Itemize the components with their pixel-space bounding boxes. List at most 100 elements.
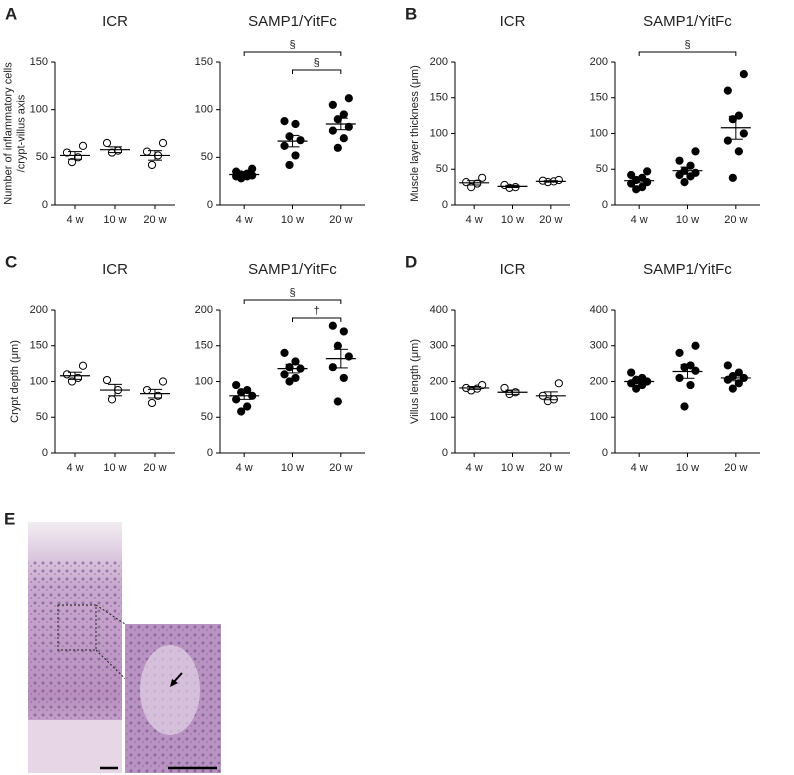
panel-label: D	[405, 252, 417, 271]
x-tick-label: 4 w	[236, 214, 253, 226]
data-point	[291, 119, 300, 129]
data-point	[78, 361, 88, 370]
y-tick-label: 150	[30, 340, 48, 352]
data-point	[333, 397, 342, 406]
data-point	[243, 402, 252, 411]
y-tick-label: 0	[42, 447, 48, 459]
data-point	[328, 100, 337, 110]
y-tick-label: 50	[201, 411, 213, 423]
data-point	[691, 341, 700, 350]
y-axis-label: Muscle layer thickness (μm)	[409, 65, 421, 202]
data-point	[333, 143, 342, 152]
y-tick-label: 150	[30, 56, 48, 68]
x-tick-label: 4 w	[466, 462, 483, 474]
x-tick-label: 20 w	[724, 214, 747, 226]
y-tick-label: 400	[430, 304, 448, 316]
y-tick-label: 50	[201, 151, 213, 163]
data-point	[291, 357, 300, 366]
data-point	[723, 136, 732, 145]
significance-label: §	[314, 57, 320, 69]
data-point	[344, 94, 353, 103]
x-tick-label: 10 w	[103, 214, 126, 226]
y-tick-label: 150	[195, 340, 213, 352]
data-point	[285, 132, 294, 141]
data-point	[62, 148, 72, 157]
data-point	[734, 379, 743, 388]
y-tick-label: 200	[30, 304, 48, 316]
data-point	[686, 380, 695, 390]
data-point	[147, 398, 157, 408]
y-tick-label: 200	[430, 56, 448, 68]
y-tick-label: 50	[36, 151, 48, 163]
y-tick-label: 0	[207, 199, 213, 211]
x-tick-label: 10 w	[676, 214, 699, 226]
histology-image	[28, 522, 222, 774]
data-point	[237, 407, 246, 416]
data-point	[285, 160, 294, 170]
x-tick-label: 4 w	[631, 462, 648, 474]
data-point	[142, 147, 152, 156]
significance-label: †	[314, 305, 320, 317]
y-axis-label: Number of inflammatory cells	[2, 62, 14, 205]
data-point	[158, 377, 168, 386]
data-point	[344, 122, 353, 131]
x-tick-label: 20 w	[539, 462, 562, 474]
y-tick-label: 150	[195, 56, 213, 68]
panel-label: B	[405, 4, 417, 23]
y-tick-label: 0	[442, 199, 448, 211]
data-point	[328, 363, 337, 372]
data-point	[723, 86, 732, 95]
data-point	[280, 141, 289, 150]
y-tick-label: 50	[36, 411, 48, 423]
y-tick-label: 400	[590, 304, 608, 316]
x-tick-label: 20 w	[724, 462, 747, 474]
data-point	[328, 126, 337, 135]
data-point	[627, 170, 636, 180]
data-point	[291, 151, 300, 160]
x-tick-label: 4 w	[236, 462, 253, 474]
y-tick-label: 0	[442, 447, 448, 459]
data-point	[333, 341, 342, 350]
data-point	[675, 348, 684, 357]
y-tick-label: 50	[436, 163, 448, 175]
data-point	[339, 327, 348, 336]
y-tick-label: 50	[596, 163, 608, 175]
data-point	[686, 361, 695, 370]
y-tick-label: 150	[430, 92, 448, 104]
data-point	[102, 138, 112, 148]
significance-label: §	[289, 39, 295, 51]
x-tick-label: 4 w	[66, 462, 83, 474]
x-tick-label: 10 w	[103, 462, 126, 474]
data-point	[632, 384, 641, 393]
x-tick-label: 10 w	[501, 462, 524, 474]
data-point	[691, 147, 700, 156]
data-point	[728, 384, 737, 393]
data-point	[339, 373, 348, 383]
x-tick-label: 20 w	[143, 214, 166, 226]
y-tick-label: 100	[195, 104, 213, 116]
significance-bracket	[292, 317, 342, 322]
data-point	[739, 70, 748, 79]
x-tick-label: 4 w	[631, 214, 648, 226]
x-tick-label: 10 w	[501, 214, 524, 226]
chart-title: SAMP1/YitFc	[248, 261, 337, 278]
y-axis-label: Crypt depth (μm)	[9, 340, 21, 423]
significance-bracket	[292, 69, 342, 74]
chart-title: SAMP1/YitFc	[643, 261, 732, 278]
data-point	[102, 375, 112, 385]
data-point	[232, 380, 241, 390]
data-point	[675, 156, 684, 165]
y-tick-label: 100	[30, 104, 48, 116]
y-tick-label: 100	[590, 411, 608, 423]
data-point	[734, 368, 743, 377]
data-point	[728, 173, 737, 182]
y-tick-label: 0	[602, 199, 608, 211]
data-point	[728, 115, 737, 124]
chart-title: ICR	[102, 13, 128, 30]
y-tick-label: 100	[195, 375, 213, 387]
significance-bracket	[243, 299, 342, 304]
data-point	[339, 134, 348, 143]
y-tick-label: 200	[195, 304, 213, 316]
y-tick-label: 0	[207, 447, 213, 459]
